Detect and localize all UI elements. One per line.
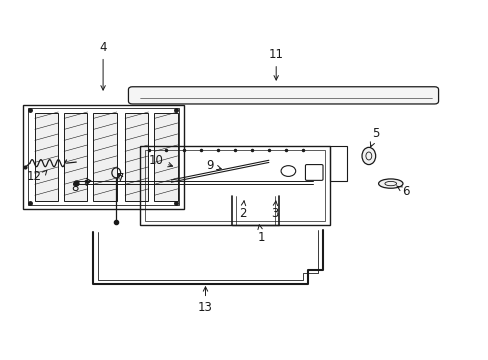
Text: 10: 10 [148, 154, 172, 167]
Text: 2: 2 [238, 201, 246, 220]
Bar [27, 108, 178, 205]
Text: 13: 13 [198, 287, 212, 314]
FancyBboxPatch shape [128, 87, 438, 104]
Text: 9: 9 [206, 159, 221, 172]
Bar [144, 149, 325, 221]
Bar [64, 113, 87, 201]
Text: 6: 6 [396, 185, 408, 198]
Bar [93, 113, 117, 201]
Text: 3: 3 [270, 201, 278, 220]
Text: 4: 4 [99, 41, 106, 90]
Bar [154, 113, 177, 201]
Text: 12: 12 [26, 170, 41, 183]
Text: 5: 5 [369, 127, 379, 147]
Text: 8: 8 [71, 181, 79, 194]
Text: 1: 1 [257, 225, 265, 244]
Ellipse shape [378, 179, 402, 188]
Ellipse shape [361, 147, 375, 165]
Bar [125, 113, 148, 201]
Text: 7: 7 [117, 172, 124, 185]
Bar [35, 113, 58, 201]
Bar [329, 146, 346, 181]
Bar [22, 105, 183, 209]
Bar [140, 146, 329, 225]
Text: 11: 11 [268, 48, 283, 80]
